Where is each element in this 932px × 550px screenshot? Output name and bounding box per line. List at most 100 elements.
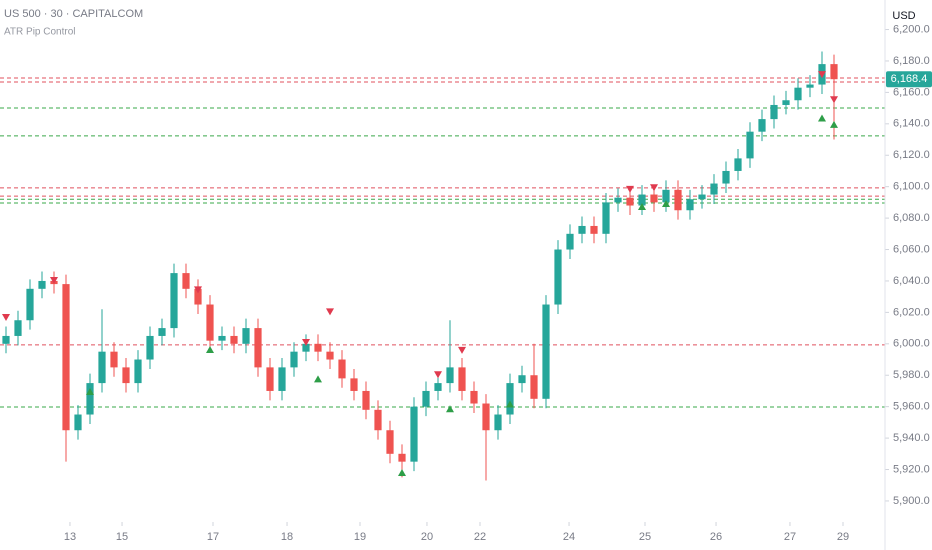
candle-body [434, 383, 442, 391]
candle-body [290, 351, 298, 368]
x-tick-label: 18 [281, 531, 293, 543]
x-tick-label: 25 [639, 531, 651, 543]
candle-body [14, 320, 22, 336]
candle-body [410, 406, 418, 462]
sell-signal [194, 286, 202, 294]
indicator-name: ATR Pip Control [4, 27, 76, 38]
sell-signal [326, 308, 334, 316]
candle-body [314, 343, 322, 352]
x-tick-label: 24 [563, 531, 575, 543]
candle-body [398, 453, 406, 462]
sell-signal [626, 185, 634, 193]
candle-body [302, 343, 310, 352]
buy-signal [398, 469, 406, 477]
x-tick-label: 15 [116, 531, 128, 543]
candle-body [734, 158, 742, 171]
candle-body [374, 409, 382, 431]
x-tick-label: 19 [354, 531, 366, 543]
candle-body [518, 375, 526, 384]
y-tick-label: 6,200.0 [893, 23, 930, 35]
candle-body [470, 390, 478, 404]
candle-body [98, 351, 106, 384]
candle-body [194, 288, 202, 305]
candle-body [26, 288, 34, 321]
candle-body [242, 328, 250, 344]
sell-signal [830, 96, 838, 104]
candle-body [278, 367, 286, 391]
buy-signal [314, 375, 322, 383]
candle-body [578, 225, 586, 234]
candle-body [506, 383, 514, 415]
candle-body [554, 249, 562, 305]
y-tick-label: 6,000.0 [893, 338, 930, 350]
sell-signal [458, 346, 466, 354]
candle-body [62, 284, 70, 431]
candle-body [758, 119, 766, 132]
candle-body [698, 194, 706, 200]
currency: USD [892, 10, 915, 22]
candle-body [650, 194, 658, 203]
candle-body [686, 199, 694, 211]
candle-body [422, 390, 430, 407]
x-tick-label: 22 [474, 531, 486, 543]
buy-signal [662, 200, 670, 208]
candle-body [134, 359, 142, 384]
candle-body [530, 375, 538, 399]
candle-body [266, 367, 274, 391]
candle-body [494, 414, 502, 431]
buy-signal [638, 203, 646, 211]
buy-signal [446, 405, 454, 413]
y-tick-label: 6,160.0 [893, 86, 930, 98]
y-tick-label: 5,920.0 [893, 463, 930, 475]
candle-body [830, 64, 838, 80]
y-tick-label: 6,100.0 [893, 181, 930, 193]
currency-backdrop [884, 0, 932, 26]
candle-body [722, 170, 730, 184]
candle-body [338, 359, 346, 379]
buy-signal [830, 120, 838, 128]
candle-body [170, 273, 178, 329]
candle-body [806, 84, 814, 88]
candle-body [614, 197, 622, 203]
candle-body [482, 403, 490, 431]
candle-body [38, 280, 46, 289]
candle-body [602, 202, 610, 234]
y-tick-label: 5,940.0 [893, 432, 930, 444]
buy-signal [206, 345, 214, 353]
candle-body [350, 378, 358, 391]
last-price-label: 6,168.4 [891, 73, 928, 85]
x-tick-label: 26 [710, 531, 722, 543]
chart-title: US 500 · 30 · CAPITALCOM [4, 8, 143, 20]
buy-signal [86, 387, 94, 395]
sell-signal [650, 184, 658, 192]
candle-body [710, 183, 718, 195]
candle-body [254, 328, 262, 368]
candle-body [794, 87, 802, 101]
candle-body [206, 304, 214, 341]
x-tick-label: 20 [421, 531, 433, 543]
candle-body [146, 335, 154, 360]
candle-body [638, 194, 646, 206]
candle-body [122, 367, 130, 384]
candle-body [86, 383, 94, 415]
buy-signal [818, 114, 826, 122]
x-tick-label: 17 [207, 531, 219, 543]
candle-body [782, 100, 790, 105]
y-tick-label: 6,140.0 [893, 118, 930, 130]
sell-signal [302, 339, 310, 347]
candle-body [458, 367, 466, 391]
candle-body [674, 189, 682, 211]
candle-body [230, 335, 238, 344]
candle-body [110, 351, 118, 368]
plot-area [0, 51, 885, 481]
y-tick-label: 6,040.0 [893, 275, 930, 287]
sell-signal [818, 71, 826, 79]
candle-body [542, 304, 550, 399]
sell-signal [2, 314, 10, 322]
x-tick-label: 27 [784, 531, 796, 543]
candle-body [362, 390, 370, 410]
candle-body [746, 131, 754, 159]
candle-body [446, 367, 454, 384]
y-tick-label: 6,060.0 [893, 243, 930, 255]
